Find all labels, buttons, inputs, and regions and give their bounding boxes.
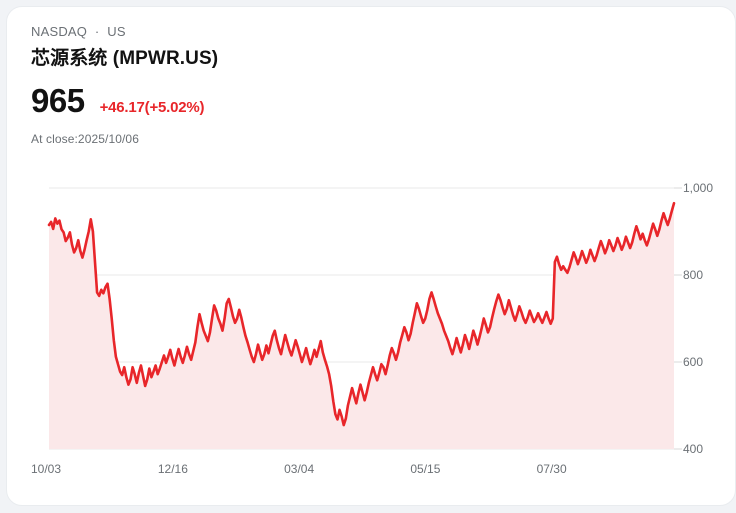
price-value: 965 (31, 82, 85, 119)
x-axis-label: 03/04 (284, 462, 315, 476)
price-chart[interactable]: 1,000 800 600 400 10/03 12/16 03/04 05/15 07/30 (7, 167, 736, 487)
x-axis-label: 12/16 (157, 462, 188, 476)
price-row: 965 +46.17(+5.02%) (31, 83, 218, 119)
quote-header: NASDAQ · US 芯源系统 (MPWR.US) 965 +46.17(+5… (31, 23, 218, 146)
exchange-line: NASDAQ · US (31, 23, 218, 41)
x-axis-label: 05/15 (410, 462, 441, 476)
price-line (47, 201, 676, 427)
x-axis-label: 10/03 (31, 462, 62, 476)
close-status: At close:2025/10/06 (31, 132, 139, 146)
exchange-name: NASDAQ (31, 24, 88, 39)
y-axis-label: 600 (683, 355, 704, 369)
axis-tick-marks (674, 187, 682, 450)
y-axis-label: 1,000 (683, 181, 714, 195)
y-axis-label: 800 (683, 268, 704, 282)
exchange-region: US (107, 24, 126, 39)
price-chart-svg[interactable] (7, 167, 736, 487)
y-axis-label: 400 (683, 442, 704, 456)
page-title: 芯源系统 (MPWR.US) (31, 48, 219, 69)
x-axis-label: 07/30 (536, 462, 567, 476)
price-area-fill (49, 203, 674, 449)
exchange-separator: · (94, 24, 100, 39)
stock-quote-card: NASDAQ · US 芯源系统 (MPWR.US) 965 +46.17(+5… (6, 6, 736, 506)
price-change: +46.17(+5.02%) (99, 99, 205, 116)
